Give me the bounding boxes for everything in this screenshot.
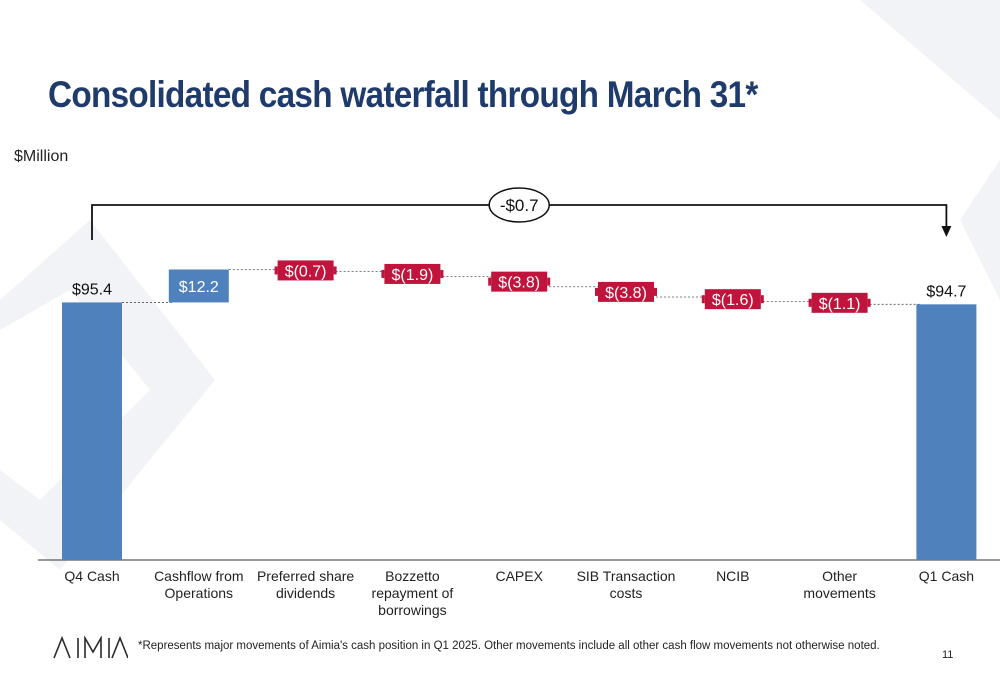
tick-label: dividends bbox=[276, 585, 335, 601]
net-change-label: -$0.7 bbox=[500, 196, 539, 215]
tick-label: Q1 Cash bbox=[919, 568, 974, 584]
bar-decrease-tab bbox=[547, 277, 551, 286]
bar-decrease-tab bbox=[760, 295, 764, 304]
waterfall-chart: $95.4 Q4 Cash $12.2 Cashflow fromOperations… bbox=[38, 187, 1000, 618]
tick-label: Cashflow from bbox=[154, 568, 243, 584]
data-label: $(1.9) bbox=[392, 267, 434, 284]
bar-decrease bbox=[811, 292, 868, 313]
data-label: $(3.8) bbox=[605, 285, 647, 302]
tick-label: borrowings bbox=[378, 602, 446, 618]
bar-decrease-tab bbox=[274, 266, 278, 275]
data-label: $95.4 bbox=[72, 281, 112, 298]
tick-label: costs bbox=[610, 585, 643, 601]
bracket-arrow-icon bbox=[941, 226, 952, 237]
tick-label: movements bbox=[803, 585, 875, 601]
data-label: $(3.8) bbox=[498, 275, 540, 292]
tick-label: repayment of bbox=[372, 585, 454, 601]
data-label: $12.2 bbox=[179, 279, 219, 296]
net-change-bubble bbox=[488, 187, 550, 223]
data-label: $(1.1) bbox=[819, 296, 861, 313]
bar-decrease-tab bbox=[381, 269, 385, 278]
bar-decrease bbox=[277, 260, 334, 281]
tick-label: Operations bbox=[165, 585, 233, 601]
unit-label: $Million bbox=[14, 148, 69, 165]
tick-label: Preferred share bbox=[257, 568, 354, 584]
tick-label: Other bbox=[822, 568, 857, 584]
tick-label: Bozzetto bbox=[385, 568, 440, 584]
data-label: $(1.6) bbox=[712, 292, 754, 309]
bar-decrease-tab bbox=[333, 266, 337, 275]
bar-increase bbox=[168, 269, 229, 303]
footnote: *Represents major movements of Aimia's c… bbox=[138, 640, 880, 652]
data-label: $(0.7) bbox=[285, 263, 327, 280]
tick-label: NCIB bbox=[716, 568, 749, 584]
tick-label: CAPEX bbox=[495, 568, 543, 584]
bar-decrease bbox=[384, 263, 441, 284]
bar-decrease-tab bbox=[595, 287, 598, 296]
page-title: Consolidated cash waterfall through Marc… bbox=[48, 74, 758, 115]
tick-label: Q4 Cash bbox=[64, 568, 119, 584]
bar-decrease-tab bbox=[654, 287, 657, 296]
data-label: $94.7 bbox=[926, 283, 966, 300]
page-number: 11 bbox=[942, 649, 954, 661]
aimia-logo bbox=[52, 634, 129, 665]
bar-decrease bbox=[704, 289, 761, 310]
bar-decrease bbox=[598, 281, 654, 302]
tick-label: SIB Transaction bbox=[577, 568, 676, 584]
bar-total bbox=[62, 302, 122, 560]
bar-decrease-tab bbox=[440, 269, 444, 278]
bar-total bbox=[916, 304, 977, 560]
bar-decrease-tab bbox=[488, 277, 492, 286]
bar-decrease-tab bbox=[808, 298, 812, 307]
bar-decrease bbox=[491, 271, 548, 292]
bar-decrease-tab bbox=[867, 298, 871, 307]
bar-decrease-tab bbox=[701, 295, 705, 304]
